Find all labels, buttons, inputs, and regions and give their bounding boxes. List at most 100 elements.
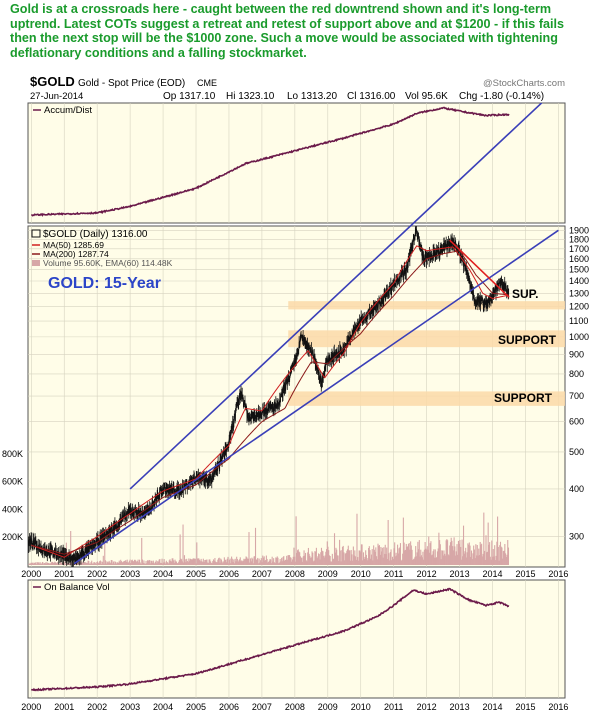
- obv-line: [30, 587, 510, 692]
- price-line: [28, 229, 509, 563]
- accum-dist-line: [31, 106, 510, 217]
- support-label-1000: SUPPORT: [498, 333, 557, 347]
- legend-ma200: MA(200) 1287.74: [43, 249, 109, 259]
- x-tick-bottom-2004: 2004: [153, 702, 173, 712]
- quote-close: Cl 1316.00: [347, 91, 396, 102]
- trendline-2: [449, 239, 510, 298]
- x-tick-main-2002: 2002: [87, 569, 107, 579]
- obv-label: On Balance Vol: [33, 582, 110, 593]
- y-tick-1200: 1200: [569, 302, 589, 312]
- x-tick-main-2009: 2009: [318, 569, 338, 579]
- x-tick-bottom-2015: 2015: [515, 702, 535, 712]
- accum-dist-label: Accum/Dist: [33, 105, 92, 116]
- obv-label-text: On Balance Vol: [44, 582, 110, 593]
- legend-price: $GOLD (Daily) 1316.00: [43, 229, 148, 240]
- accum-dist-panel: [27, 102, 566, 224]
- x-tick-bottom-2011: 2011: [384, 702, 403, 712]
- y-tick-1400: 1400: [569, 276, 589, 286]
- support-zone-2: [288, 391, 565, 406]
- support-label-700: SUPPORT: [494, 391, 553, 405]
- support-zone-0: [288, 301, 565, 310]
- x-tick-bottom-2001: 2001: [54, 702, 74, 712]
- accum-dist-series: [31, 106, 510, 217]
- volume-tick-800K: 800K: [2, 449, 23, 459]
- quote-volume: Vol 95.6K: [405, 91, 448, 102]
- x-tick-bottom-2005: 2005: [186, 702, 206, 712]
- y-tick-1600: 1600: [569, 254, 589, 264]
- x-tick-bottom-2002: 2002: [87, 702, 107, 712]
- chart-name: Gold - Spot Price (EOD): [78, 78, 185, 89]
- x-tick-main-2013: 2013: [450, 569, 470, 579]
- y-tick-1000: 1000: [569, 332, 589, 342]
- support-label-sup: SUP.: [512, 287, 538, 301]
- x-tick-bottom-2012: 2012: [417, 702, 437, 712]
- x-tick-bottom-2016: 2016: [548, 702, 568, 712]
- x-tick-bottom-2000: 2000: [21, 702, 41, 712]
- volume-tick-600K: 600K: [2, 477, 23, 487]
- x-tick-main-2015: 2015: [515, 569, 535, 579]
- ma200-line: [31, 250, 509, 555]
- legend-swatch-price: [31, 229, 41, 238]
- x-tick-main-2001: 2001: [54, 569, 74, 579]
- x-tick-main-2011: 2011: [384, 569, 403, 579]
- x-tick-main-2016: 2016: [548, 569, 568, 579]
- gold-15-year-label: GOLD: 15-Year: [48, 275, 161, 292]
- y-tick-1800: 1800: [569, 234, 589, 244]
- y-tick-900: 900: [569, 349, 584, 359]
- legend-swatch-volume: [32, 260, 40, 266]
- x-tick-main-2005: 2005: [186, 569, 206, 579]
- trendline-0: [129, 103, 543, 490]
- volume-tick-200K: 200K: [2, 532, 23, 542]
- x-tick-bottom-2009: 2009: [318, 702, 338, 712]
- price-series: [28, 226, 510, 567]
- y-tick-1100: 1100: [569, 316, 588, 326]
- y-tick-1900: 1900: [569, 225, 589, 235]
- y-tick-1700: 1700: [569, 244, 589, 254]
- x-tick-bottom-2003: 2003: [120, 702, 140, 712]
- y-tick-1300: 1300: [569, 288, 589, 298]
- support-zones: [288, 301, 565, 406]
- trendlines: [73, 103, 559, 565]
- y-tick-800: 800: [569, 369, 584, 379]
- quote-summary: Op 1317.10 Hi 1323.10 Lo 1313.20 Cl 1316…: [163, 91, 544, 102]
- quote-low: Lo 1313.20: [287, 91, 337, 102]
- obv-series: [30, 587, 510, 692]
- x-tick-main-2006: 2006: [219, 569, 239, 579]
- y-tick-500: 500: [569, 447, 584, 457]
- chart-exchange: CME: [197, 78, 217, 88]
- ma50-line: [31, 245, 509, 558]
- x-tick-main-2007: 2007: [252, 569, 272, 579]
- x-tick-bottom-2006: 2006: [219, 702, 239, 712]
- quote-change: Chg -1.80 (-0.14%): [459, 91, 544, 102]
- x-tick-bottom-2008: 2008: [285, 702, 305, 712]
- price-legend: $GOLD (Daily) 1316.00 MA(50) 1285.69 MA(…: [31, 229, 173, 268]
- volume-tick-400K: 400K: [2, 504, 23, 514]
- x-tick-main-2008: 2008: [285, 569, 305, 579]
- support-zone-1: [288, 330, 565, 348]
- y-tick-700: 700: [569, 391, 584, 401]
- axis-labels: 2000 2000 2001 2001 2002 2002 2003 2003 2004 2004…: [2, 225, 589, 712]
- x-tick-bottom-2007: 2007: [252, 702, 272, 712]
- accum-dist-label-text: Accum/Dist: [44, 105, 92, 116]
- x-tick-main-2010: 2010: [351, 569, 371, 579]
- obv-panel: [27, 579, 566, 699]
- x-tick-bottom-2010: 2010: [351, 702, 371, 712]
- y-tick-600: 600: [569, 417, 584, 427]
- quote-high: Hi 1323.10: [226, 91, 275, 102]
- y-tick-300: 300: [569, 532, 584, 542]
- x-tick-main-2012: 2012: [417, 569, 437, 579]
- x-tick-bottom-2014: 2014: [483, 702, 503, 712]
- y-tick-400: 400: [569, 484, 584, 494]
- chart-symbol: $GOLD: [30, 74, 75, 89]
- x-tick-bottom-2013: 2013: [450, 702, 470, 712]
- source-watermark: @StockCharts.com: [483, 78, 565, 89]
- legend-volume: Volume 95.60K, EMA(60) 114.48K: [43, 258, 173, 268]
- x-tick-main-2000: 2000: [21, 569, 41, 579]
- x-tick-main-2014: 2014: [483, 569, 503, 579]
- x-tick-main-2003: 2003: [120, 569, 140, 579]
- headline-commentary: Gold is at a crossroads here - caught be…: [10, 2, 565, 60]
- y-tick-1500: 1500: [569, 265, 589, 275]
- legend-ma50: MA(50) 1285.69: [43, 240, 104, 250]
- x-tick-main-2004: 2004: [153, 569, 173, 579]
